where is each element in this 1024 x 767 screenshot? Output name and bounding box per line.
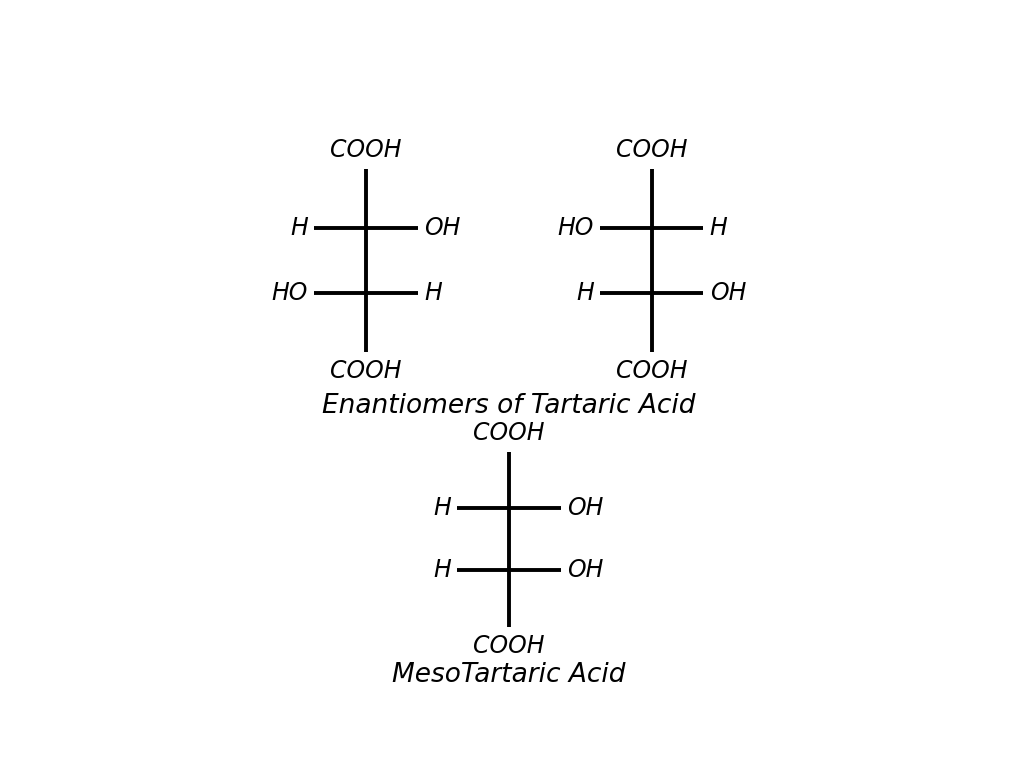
Text: H: H — [433, 558, 451, 582]
Text: OH: OH — [567, 496, 603, 520]
Text: HO: HO — [557, 216, 594, 240]
Text: COOH: COOH — [616, 359, 687, 383]
Text: COOH: COOH — [473, 634, 545, 657]
Text: H: H — [710, 216, 727, 240]
Text: COOH: COOH — [331, 359, 401, 383]
Text: H: H — [291, 216, 308, 240]
Text: COOH: COOH — [473, 421, 545, 445]
Text: Enantiomers of Tartaric Acid: Enantiomers of Tartaric Acid — [323, 393, 695, 420]
Text: H: H — [433, 496, 451, 520]
Text: HO: HO — [271, 281, 308, 304]
Text: COOH: COOH — [331, 138, 401, 162]
Text: OH: OH — [710, 281, 746, 304]
Text: COOH: COOH — [616, 138, 687, 162]
Text: OH: OH — [567, 558, 603, 582]
Text: OH: OH — [424, 216, 461, 240]
Text: H: H — [577, 281, 594, 304]
Text: MesoTartaric Acid: MesoTartaric Acid — [392, 662, 626, 688]
Text: H: H — [424, 281, 441, 304]
